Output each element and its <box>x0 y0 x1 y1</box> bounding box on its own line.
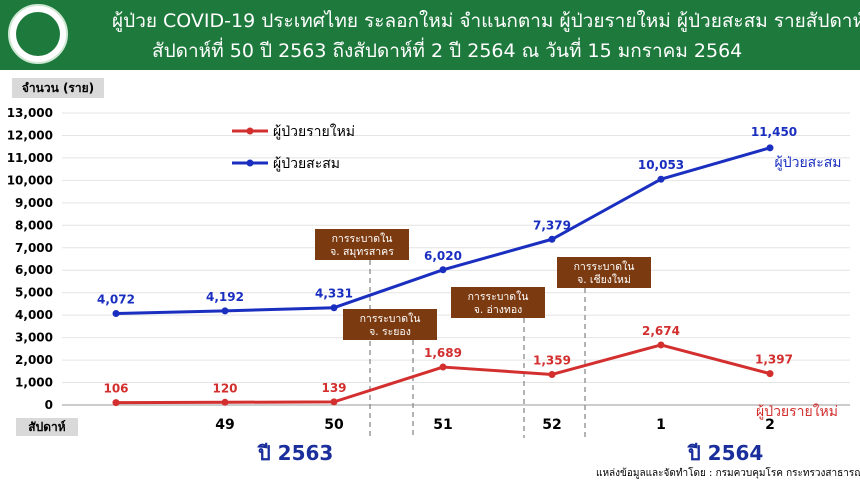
y-tick-label: 12,000 <box>7 128 53 142</box>
new-cases-point <box>330 398 338 406</box>
cumulative-data-label: 6,020 <box>424 249 462 263</box>
annotation-line-2: จ. อ่างทอง <box>474 304 523 316</box>
cumulative-data-label: 4,072 <box>97 293 135 307</box>
annotation-box <box>315 229 409 260</box>
new-cases-data-label: 120 <box>212 381 237 395</box>
new-cases-point <box>221 398 229 406</box>
cumulative-point <box>330 304 338 312</box>
new-cases-data-label: 106 <box>103 382 128 396</box>
year-label-2563: ปี 2563 <box>258 441 334 465</box>
legend-cumulative-label: ผู้ป่วยสะสม <box>273 156 340 172</box>
new-cases-data-label: 1,397 <box>755 353 793 367</box>
cumulative-end-label: ผู้ป่วยสะสม <box>775 155 842 171</box>
cumulative-point <box>766 144 774 152</box>
x-tick-label: 50 <box>324 417 344 433</box>
y-tick-label: 3,000 <box>15 331 53 345</box>
cumulative-point <box>112 310 120 318</box>
y-tick-label: 10,000 <box>7 173 53 187</box>
x-tick-label: 51 <box>433 417 452 433</box>
y-tick-label: 6,000 <box>15 263 53 277</box>
legend-cumulative-marker <box>246 159 254 167</box>
header-banner: ผู้ป่วย COVID-19 ประเทศไทย ระลอกใหม่ จำแ… <box>0 0 860 70</box>
x-tick-labels: 49 50 51 52 1 2 <box>215 417 775 433</box>
series: 106 120 139 1,689 1,359 2,674 1,397 4,072 4,192 4… <box>97 125 841 420</box>
annotation-line-2: จ. สมุทรสาคร <box>330 246 394 258</box>
new-cases-point <box>766 370 774 378</box>
new-cases-end-label: ผู้ป่วยรายใหม่ <box>756 403 838 420</box>
annotation-line-1: การระบาดใน <box>332 232 393 245</box>
y-tick-label: 5,000 <box>15 286 53 300</box>
y-tick-label: 1,000 <box>15 376 53 390</box>
y-tick-label: 13,000 <box>7 106 53 120</box>
cumulative-data-label: 4,192 <box>206 290 244 304</box>
x-tick-label: 49 <box>215 417 234 433</box>
annotation-line-1: การระบาดใน <box>360 312 421 325</box>
logo-emblem <box>16 12 60 56</box>
new-cases-data-label: 1,689 <box>424 346 462 360</box>
new-cases-point <box>439 363 447 371</box>
new-cases-point <box>548 370 556 378</box>
y-tick-label: 4,000 <box>15 308 53 322</box>
legend-new-cases-marker <box>246 127 254 135</box>
new-cases-point <box>112 399 120 407</box>
ministry-logo <box>8 4 68 64</box>
y-tick-label: 7,000 <box>15 241 53 255</box>
new-cases-point <box>657 341 665 349</box>
annotation-line-2: จ. เชียงใหม่ <box>577 273 631 286</box>
annotation-box <box>451 287 545 318</box>
legend-new-cases-label: ผู้ป่วยรายใหม่ <box>273 123 355 140</box>
annotation-line-1: การระบาดใน <box>574 260 635 273</box>
annotation-line-1: การระบาดใน <box>468 290 529 303</box>
y-tick-label: 0 <box>45 398 53 412</box>
annotation-line-2: จ. ระยอง <box>369 326 411 338</box>
title-line-1: ผู้ป่วย COVID-19 ประเทศไทย ระลอกใหม่ จำแ… <box>112 10 860 32</box>
cumulative-point <box>548 235 556 243</box>
year-label-2564: ปี 2564 <box>688 441 764 465</box>
cumulative-line <box>115 146 771 316</box>
new-cases-data-label: 2,674 <box>642 324 680 338</box>
new-cases-data-label: 139 <box>321 381 346 395</box>
y-tick-label: 9,000 <box>15 196 53 210</box>
title-line-2: สัปดาห์ที่ 50 ปี 2563 ถึงสัปดาห์ที่ 2 ปี… <box>152 40 743 62</box>
y-tick-labels: 0 1,000 2,000 3,000 4,000 5,000 6,000 7,000 8,00… <box>7 106 53 412</box>
cumulative-point <box>439 266 447 274</box>
y-tick-label: 2,000 <box>15 353 53 367</box>
legend: ผู้ป่วยรายใหม่ผู้ป่วยสะสม <box>232 123 355 172</box>
cumulative-data-label: 10,053 <box>638 158 684 172</box>
y-axis-label: จำนวน (ราย) <box>12 78 104 98</box>
cumulative-point <box>221 307 229 315</box>
x-axis-label: สัปดาห์ <box>16 418 78 436</box>
cumulative-data-label: 4,331 <box>315 287 353 301</box>
cumulative-data-label: 7,379 <box>533 218 571 232</box>
y-tick-label: 11,000 <box>7 151 53 165</box>
data-source: แหล่งข้อมูลและจัดทำโดย : กรมควบคุมโรค กร… <box>596 468 860 479</box>
new-cases-data-label: 1,359 <box>533 353 571 367</box>
x-tick-label: 1 <box>656 417 666 433</box>
y-tick-label: 8,000 <box>15 218 53 232</box>
x-tick-label: 52 <box>542 417 561 433</box>
x-tick-label: 2 <box>765 417 775 433</box>
cumulative-data-label: 11,450 <box>751 125 797 139</box>
annotation-box <box>343 309 437 340</box>
annotation-box <box>557 257 651 288</box>
cumulative-point <box>657 175 665 183</box>
